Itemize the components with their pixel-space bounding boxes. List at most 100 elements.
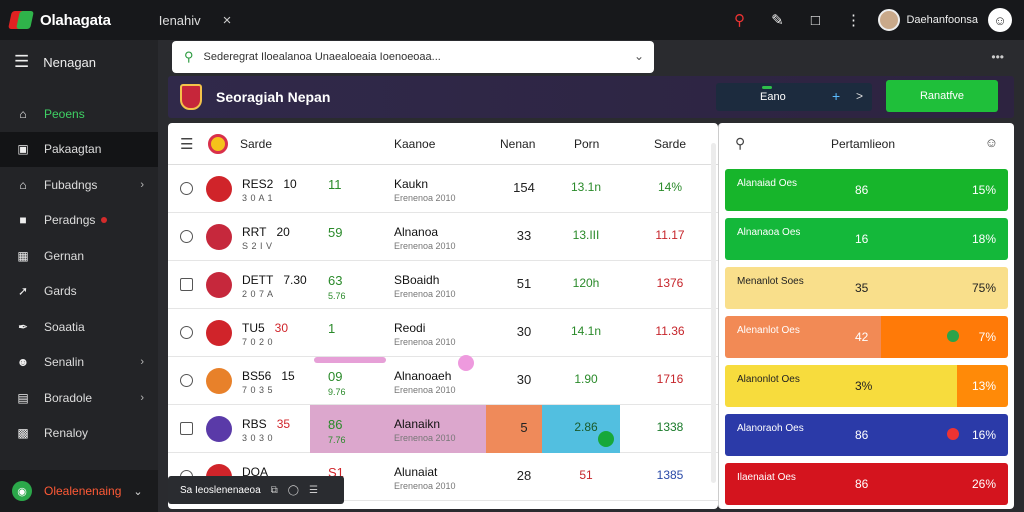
puzzle-icon[interactable]: ✎	[764, 7, 790, 33]
performance-bar[interactable]: Alanoraoh Oes 86 16%	[725, 414, 1008, 456]
avatar	[878, 9, 900, 31]
chevron-right-icon: ›	[140, 392, 144, 404]
hamburger-icon[interactable]: ☰	[14, 52, 29, 72]
share-icon: ➚	[16, 284, 30, 298]
scrollbar[interactable]	[711, 143, 716, 483]
performance-bar[interactable]: Alenanlot Oes 42 7%	[725, 316, 1008, 358]
search-input[interactable]: ⚲ Sederegrat Iloealanoa Unaealoeaia Ioen…	[172, 41, 654, 73]
performance-bar[interactable]: Ilaenaiat Oes 86 26%	[725, 463, 1008, 505]
chevron-right-icon[interactable]: >	[856, 89, 863, 103]
chat-icon[interactable]: □	[802, 7, 828, 33]
profile-icon[interactable]: ☺	[988, 8, 1012, 32]
sidebar-item-5[interactable]: ➚ Gards	[0, 274, 158, 310]
chevron-down-icon: ⌄	[133, 485, 142, 498]
banner-selector-label: Eano	[760, 91, 786, 103]
column-header-1[interactable]: Kaanoe	[394, 137, 435, 151]
status-indicator	[762, 86, 772, 89]
performance-bar[interactable]: Alanonlot Oes 3% 13%	[725, 365, 1008, 407]
sidebar: ☰ Nenagan ⌂ Peoens ▣ Pakaagtan ⌂ Fubadngs › …	[0, 40, 158, 512]
bar-percent: 75%	[972, 281, 996, 295]
more-icon[interactable]: •••	[991, 50, 1004, 64]
report-icon: ▩	[16, 426, 30, 440]
sidebar-item-label: Gards	[44, 284, 77, 298]
games-value: 30	[504, 372, 544, 387]
performance-bar[interactable]: Alnanaoa Oes 16 18%	[725, 218, 1008, 260]
team-sub: 3 0 A 1	[242, 193, 273, 203]
chat-icon[interactable]: ◯	[288, 485, 299, 496]
plus-icon[interactable]: +	[832, 88, 840, 104]
clip-icon[interactable]: ⧉	[271, 485, 278, 496]
bar-value: 42	[855, 330, 868, 344]
bar-value: 35	[855, 281, 868, 295]
performance-bar[interactable]: Alanaiad Oes 86 15%	[725, 169, 1008, 211]
table-row[interactable]: RES2 10 3 0 A 1 11 Kaukn Erenenoa 2010 154 13.1…	[168, 165, 718, 213]
sidebar-item-label: Boradole	[44, 391, 92, 405]
sidebar-footer[interactable]: ◉ Olealenenaing ⌄	[0, 470, 158, 512]
bar-value: 86	[855, 477, 868, 491]
table-row[interactable]: DETT 7.30 2 0 7 A 63 5.76 SBoaidh Erenenoa 201…	[168, 261, 718, 309]
table-row[interactable]: RBS 35 3 0 3 0 86 7.76 Alanaikn Erenenoa 2010 5…	[168, 405, 718, 453]
row-select-checkbox[interactable]	[180, 278, 193, 291]
row-select-checkbox[interactable]	[180, 230, 193, 243]
column-header-2[interactable]: Nenan	[500, 137, 535, 151]
bar-fill	[725, 365, 957, 407]
banner-selector[interactable]: Eano + >	[716, 83, 872, 111]
sidebar-item-6[interactable]: ✒ Soaatia	[0, 309, 158, 345]
table-row[interactable]: RRT 20 S 2 I V 59 Alnanoa Erenenoa 2010 33 13.I…	[168, 213, 718, 261]
games-value: 51	[504, 276, 544, 291]
list-icon[interactable]: ☰	[309, 485, 318, 496]
team-name: Reodi	[394, 321, 425, 335]
form-value: 51	[564, 468, 608, 482]
chevron-down-icon[interactable]: ⌄	[634, 49, 644, 63]
bar-label: Alanoraoh Oes	[737, 423, 827, 435]
score-value: 11.17	[646, 228, 694, 242]
search-icon[interactable]: ⚲	[735, 135, 745, 152]
search-icon: ⚲	[184, 49, 194, 65]
row-select-checkbox[interactable]	[180, 182, 193, 195]
sidebar-item-label: Peradngs	[44, 213, 95, 227]
sidebar-item-8[interactable]: ▤ Boradole ›	[0, 380, 158, 416]
column-header-3[interactable]: Porn	[574, 137, 599, 151]
row-select-checkbox[interactable]	[180, 374, 193, 387]
search-row: ⚲ Sederegrat Iloealanoa Unaealoeaia Ioen…	[158, 40, 1024, 76]
row-select-checkbox[interactable]	[180, 326, 193, 339]
sidebar-header[interactable]: ☰ Nenagan	[0, 40, 158, 84]
score-value: 11.36	[646, 324, 694, 338]
sidebar-item-2[interactable]: ⌂ Fubadngs ›	[0, 167, 158, 203]
kebab-icon[interactable]: ⋮	[840, 7, 866, 33]
table-row[interactable]: BS56 15 7 0 3 5 09 9.76 Alnanoaeh Erenenoa 201…	[168, 357, 718, 405]
sidebar-item-4[interactable]: ▦ Gernan	[0, 238, 158, 274]
performance-bar[interactable]: Menanlot Soes 35 75%	[725, 267, 1008, 309]
sidebar-item-9[interactable]: ▩ Renaloy	[0, 416, 158, 452]
team-name-sub: Erenenoa 2010	[394, 337, 456, 347]
bar-marker-icon	[947, 330, 959, 342]
bar-label: Alanonlot Oes	[737, 374, 827, 386]
app-logo-icon	[10, 9, 32, 31]
tab-main[interactable]: Ienahiv ×	[159, 12, 232, 29]
column-header-0[interactable]: Sarde	[240, 137, 272, 151]
sidebar-item-7[interactable]: ☻ Senalin ›	[0, 345, 158, 381]
row-select-checkbox[interactable]	[180, 422, 193, 435]
search-icon[interactable]: ⚲	[726, 7, 752, 33]
user-icon[interactable]: ☺	[985, 135, 998, 150]
user-menu[interactable]: Daehanfoonsa	[878, 9, 978, 31]
app-title: Olahagata	[40, 12, 111, 29]
sidebar-item-1[interactable]: ▣ Pakaagtan	[0, 132, 158, 168]
form-value: 13.III	[564, 228, 608, 242]
sidebar-item-0[interactable]: ⌂ Peoens	[0, 96, 158, 132]
points-value: 1	[328, 321, 368, 336]
annotation-stroke	[314, 357, 386, 363]
column-header-4[interactable]: Sarde	[654, 137, 686, 151]
toast-bar[interactable]: Sa Ieoslenenaeoa ⧉ ◯ ☰	[168, 476, 344, 504]
team-name-sub: Erenenoa 2010	[394, 289, 456, 299]
close-icon[interactable]: ×	[223, 12, 232, 29]
games-value: 28	[504, 468, 544, 483]
primary-action-button[interactable]: Ranatfve	[886, 80, 998, 112]
table-row[interactable]: TU5 30 7 0 2 0 1 Reodi Erenenoa 2010 30 14.1n 11…	[168, 309, 718, 357]
team-badge-icon	[206, 368, 232, 394]
toast-text: Sa Ieoslenenaeoa	[180, 485, 261, 496]
sidebar-item-3[interactable]: ■ Peradngs	[0, 203, 158, 239]
games-value: 154	[504, 180, 544, 195]
form-value: 14.1n	[564, 324, 608, 338]
menu-icon[interactable]: ☰	[180, 135, 193, 153]
